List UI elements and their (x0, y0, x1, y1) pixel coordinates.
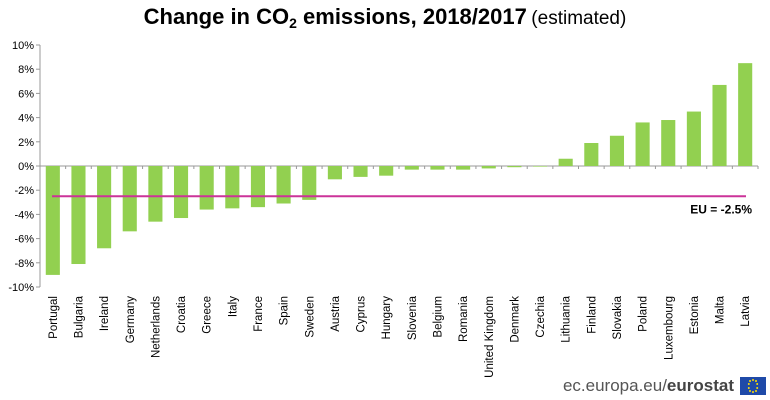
y-tick-label: 8% (18, 64, 34, 76)
x-category-label: Sweden (304, 296, 316, 338)
x-category-label: Bulgaria (73, 295, 85, 338)
bar (97, 166, 112, 249)
bar (481, 166, 496, 169)
bar (276, 166, 291, 204)
y-tick-label: 2% (18, 137, 34, 149)
x-category-label: Estonia (689, 295, 701, 334)
x-category-label: Lithuania (561, 295, 573, 342)
x-category-label: United Kingdom (484, 296, 496, 378)
bar (302, 166, 317, 200)
bar (558, 158, 573, 166)
x-category-label: Latvia (740, 295, 752, 326)
bar (45, 166, 60, 275)
x-category-label: Italy (227, 296, 239, 317)
eu-average-label: EU = -2.5% (690, 202, 752, 216)
bar (584, 143, 599, 166)
bar (122, 166, 137, 232)
x-category-label: Netherlands (150, 296, 162, 358)
bar (712, 84, 727, 166)
x-category-label: Poland (638, 296, 650, 332)
bar (327, 166, 342, 180)
bar (173, 166, 189, 219)
bar (738, 63, 753, 166)
bar (609, 135, 625, 166)
x-category-label: Belgium (432, 296, 444, 338)
title-note: (estimated) (531, 8, 627, 29)
bar (532, 166, 548, 167)
x-category-label: Germany (125, 296, 137, 344)
bar (661, 120, 676, 166)
y-tick-label: 0% (18, 161, 34, 173)
bar (353, 166, 368, 177)
y-tick-label: 10% (12, 40, 34, 52)
y-tick-label: 4% (18, 113, 34, 125)
y-tick-label: 6% (18, 88, 34, 100)
bar (686, 111, 701, 166)
title-main: Change in CO2 emissions, 2018/2017 (143, 4, 527, 31)
x-category-label: France (253, 296, 265, 332)
bar (635, 122, 650, 166)
eu-flag-icon (740, 377, 766, 395)
x-category-label: Croatia (176, 295, 188, 333)
source-footer: ec.europa.eu/eurostat (562, 376, 734, 395)
bar (404, 166, 419, 170)
bar (250, 166, 266, 208)
y-tick-label: -2% (14, 185, 34, 197)
x-category-label: Cyprus (356, 296, 368, 333)
bar (430, 166, 445, 170)
x-category-label: Austria (330, 295, 342, 331)
bar (225, 166, 240, 209)
x-category-label: Luxembourg (663, 296, 675, 360)
x-category-label: Portugal (48, 296, 60, 339)
chart-title: Change in CO2 emissions, 2018/2017 (esti… (0, 4, 770, 31)
y-tick-label: -10% (8, 282, 34, 294)
x-category-label: Denmark (509, 296, 521, 343)
x-category-label: Malta (715, 295, 727, 324)
y-tick-label: -6% (14, 234, 34, 246)
bar (456, 166, 471, 170)
bar (507, 166, 522, 168)
x-category-label: Ireland (99, 296, 111, 331)
x-category-label: Czechia (535, 295, 547, 337)
x-category-label: Finland (586, 296, 598, 334)
x-category-label: Romania (458, 295, 470, 342)
bar (379, 166, 394, 176)
bar (199, 166, 214, 210)
y-tick-label: -4% (14, 209, 34, 221)
x-category-label: Slovakia (612, 295, 624, 339)
x-category-label: Slovenia (407, 295, 419, 340)
x-category-label: Spain (279, 296, 291, 325)
bar (71, 166, 86, 265)
x-category-label: Greece (202, 296, 214, 334)
x-category-label: Hungary (381, 296, 393, 340)
bar (148, 166, 163, 222)
y-tick-label: -8% (14, 258, 34, 270)
